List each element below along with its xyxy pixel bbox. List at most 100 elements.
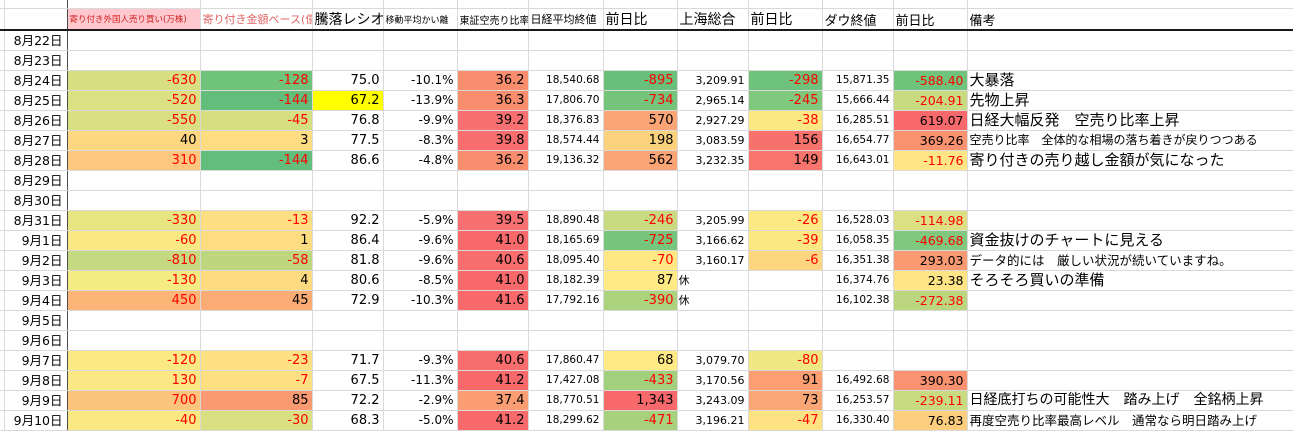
cell[interactable]: -239.11 (893, 390, 968, 411)
cell[interactable]: 86.4 (312, 230, 384, 251)
cell[interactable]: 休 (677, 290, 749, 311)
cell[interactable] (0, 350, 5, 371)
cell[interactable] (312, 190, 384, 211)
cell[interactable] (822, 50, 894, 71)
cell[interactable]: -204.91 (893, 90, 968, 111)
cell[interactable]: 41.2 (457, 410, 529, 431)
column-header-remarks[interactable]: 備考 (967, 8, 1293, 31)
cell[interactable]: 41.6 (457, 290, 529, 311)
cell[interactable]: -9.9% (383, 110, 458, 131)
cell[interactable] (67, 170, 201, 191)
cell[interactable]: -330 (67, 210, 201, 231)
cell[interactable]: 39.5 (457, 210, 529, 231)
cell[interactable] (0, 290, 5, 311)
cell[interactable] (0, 310, 5, 331)
cell[interactable]: -13 (200, 210, 313, 231)
cell[interactable]: 16,330.40 (822, 410, 894, 431)
column-header-open_amount_base[interactable]: 寄り付き金額ベース(億) (200, 8, 313, 31)
cell[interactable] (822, 310, 894, 331)
cell[interactable]: 310 (67, 150, 201, 171)
cell[interactable]: 92.2 (312, 210, 384, 231)
cell[interactable] (67, 50, 201, 71)
cell[interactable]: 71.7 (312, 350, 384, 371)
cell[interactable]: 156 (748, 130, 823, 151)
cell[interactable] (893, 190, 968, 211)
cell[interactable]: 39.2 (457, 110, 529, 131)
cell[interactable]: -272.38 (893, 290, 968, 311)
cell[interactable]: 73 (748, 390, 823, 411)
cell[interactable] (312, 170, 384, 191)
cell[interactable]: 17,792.16 (528, 290, 604, 311)
cell[interactable]: 18,574.44 (528, 130, 604, 151)
column-header-advance_decline_ratio[interactable]: 騰落レシオ (312, 8, 384, 31)
cell[interactable]: 80.6 (312, 270, 384, 291)
cell[interactable] (0, 90, 5, 111)
row-date-cell[interactable]: 9月9日 (4, 390, 68, 411)
cell[interactable]: 1 (200, 230, 313, 251)
cell[interactable] (0, 170, 5, 191)
cell[interactable] (677, 30, 749, 51)
cell[interactable] (893, 30, 968, 51)
cell[interactable] (67, 330, 201, 351)
cell[interactable]: -298 (748, 70, 823, 91)
cell[interactable]: 16,285.51 (822, 110, 894, 131)
cell[interactable] (677, 190, 749, 211)
remark-cell[interactable] (967, 170, 1293, 191)
cell[interactable]: 15,666.44 (822, 90, 894, 111)
cell[interactable]: 16,492.68 (822, 370, 894, 391)
cell[interactable]: 3,232.35 (677, 150, 749, 171)
cell[interactable]: 23.38 (893, 270, 968, 291)
cell[interactable]: 16,374.76 (822, 270, 894, 291)
cell[interactable] (822, 350, 894, 371)
column-header-dow_close[interactable]: ダウ終値 (822, 8, 894, 31)
cell[interactable]: -2.9% (383, 390, 458, 411)
cell[interactable]: 77.5 (312, 130, 384, 151)
cell[interactable]: 3,079.70 (677, 350, 749, 371)
cell[interactable]: 16,058.35 (822, 230, 894, 251)
cell[interactable]: -40 (67, 410, 201, 431)
cell[interactable]: 36.2 (457, 70, 529, 91)
cell[interactable]: -120 (67, 350, 201, 371)
cell[interactable] (200, 190, 313, 211)
cell[interactable]: -390 (603, 290, 678, 311)
cell[interactable]: -130 (67, 270, 201, 291)
cell[interactable] (0, 230, 5, 251)
cell[interactable]: -895 (603, 70, 678, 91)
cell[interactable] (200, 330, 313, 351)
cell[interactable]: -246 (603, 210, 678, 231)
row-date-cell[interactable]: 9月10日 (4, 410, 68, 431)
cell[interactable] (67, 30, 201, 51)
cell[interactable]: 17,806.70 (528, 90, 604, 111)
cell[interactable] (383, 310, 458, 331)
column-header-ma_divergence[interactable]: 移動平均かい離 (383, 8, 458, 31)
cell[interactable]: 16,253.57 (822, 390, 894, 411)
cell[interactable]: -144 (200, 90, 313, 111)
cell[interactable]: 562 (603, 150, 678, 171)
cell[interactable]: -60 (67, 230, 201, 251)
cell[interactable]: 72.9 (312, 290, 384, 311)
cell[interactable] (0, 370, 5, 391)
remark-cell[interactable]: 日経底打ちの可能性大 踏み上げ 全銘柄上昇 (967, 390, 1293, 411)
cell[interactable]: 390.30 (893, 370, 968, 391)
cell[interactable]: -630 (67, 70, 201, 91)
cell[interactable] (67, 310, 201, 331)
cell[interactable]: -6 (748, 250, 823, 271)
cell[interactable]: -245 (748, 90, 823, 111)
cell[interactable] (528, 170, 604, 191)
cell[interactable]: 2,965.14 (677, 90, 749, 111)
row-date-cell[interactable]: 8月22日 (4, 30, 68, 51)
cell[interactable]: -80 (748, 350, 823, 371)
row-date-cell[interactable]: 9月7日 (4, 350, 68, 371)
cell[interactable] (748, 270, 823, 291)
cell[interactable]: -8.5% (383, 270, 458, 291)
cell[interactable]: 39.8 (457, 130, 529, 151)
cell[interactable] (748, 290, 823, 311)
cell[interactable]: 3,205.99 (677, 210, 749, 231)
cell[interactable]: 40 (67, 130, 201, 151)
cell[interactable] (822, 330, 894, 351)
cell[interactable]: 3,160.17 (677, 250, 749, 271)
header-corner-cell[interactable] (0, 8, 5, 31)
cell[interactable] (0, 330, 5, 351)
row-date-cell[interactable]: 8月26日 (4, 110, 68, 131)
cell[interactable]: -4.8% (383, 150, 458, 171)
